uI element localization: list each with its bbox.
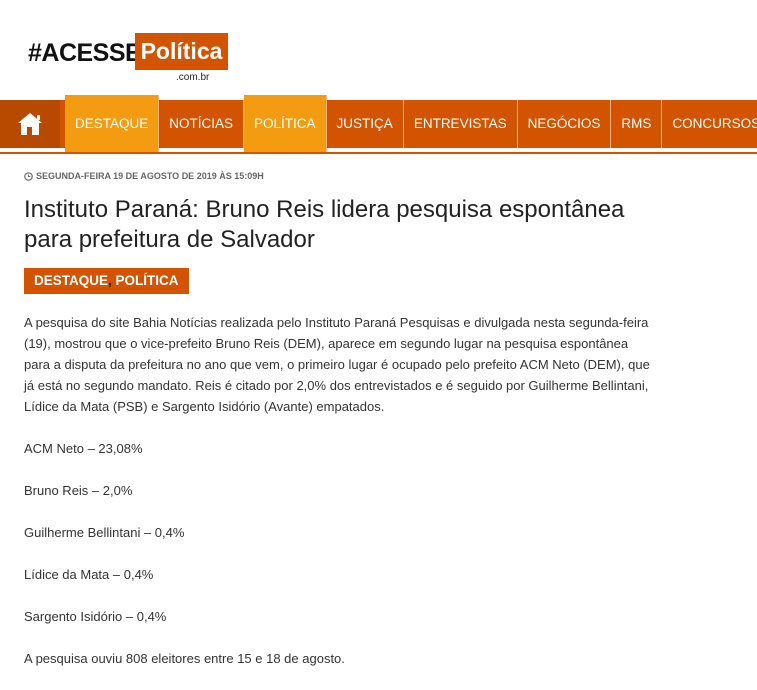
home-icon [18, 113, 42, 135]
nav-underline [0, 152, 757, 154]
paragraph: Sargento Isidório – 0,4% [24, 609, 167, 624]
nav-bar: DESTAQUE NOTÍCIAS POLÍTICA JUSTIÇA ENTREVIST… [0, 95, 757, 153]
paragraph: Guilherme Bellintani – 0,4% [24, 525, 185, 540]
logo-domain: .com.br [176, 72, 210, 83]
paragraph: A pesquisa ouviu 808 eleitores entre 15 … [24, 651, 345, 666]
logo-text: #ACESSE [28, 39, 142, 67]
tag[interactable]: POLÍTICA [115, 273, 179, 288]
tag[interactable]: DESTAQUE [34, 273, 109, 288]
tags: DESTAQUE, POLÍTICA [24, 268, 189, 294]
nav-item[interactable]: CONCURSOS [662, 100, 757, 148]
nav-item[interactable]: DESTAQUE [65, 95, 160, 153]
nav-item[interactable]: NEGÓCIOS [518, 100, 612, 148]
nav-item[interactable]: ENTREVISTAS [404, 100, 518, 148]
post-date: SEGUNDA-FEIRA 19 DE AGOSTO DE 2019 ÀS 15… [24, 171, 264, 181]
date-text: SEGUNDA-FEIRA 19 DE AGOSTO DE 2019 ÀS 15… [36, 171, 264, 181]
nav-item[interactable]: POLÍTICA [244, 95, 327, 153]
nav-item[interactable]: JUSTIÇA [327, 100, 404, 148]
paragraph: Lídice da Mata – 0,4% [24, 567, 154, 582]
nav-item[interactable]: NOTÍCIAS [159, 100, 245, 148]
article-title: Instituto Paraná: Bruno Reis lidera pesq… [24, 196, 625, 253]
tag-separator: , [108, 273, 112, 288]
article-body: A pesquisa do site Bahia Notícias realiz… [24, 312, 656, 690]
paragraph: A pesquisa do site Bahia Notícias realiz… [24, 315, 650, 414]
nav-items: DESTAQUE NOTÍCIAS POLÍTICA JUSTIÇA ENTREVIST… [65, 95, 757, 153]
clock-icon [24, 171, 33, 181]
paragraph: Bruno Reis – 2,0% [24, 483, 133, 498]
logo-box: Política [135, 33, 228, 70]
paragraph: ACM Neto – 23,08% [24, 441, 143, 456]
home-button[interactable] [0, 100, 60, 148]
nav-item[interactable]: RMS [611, 100, 663, 148]
